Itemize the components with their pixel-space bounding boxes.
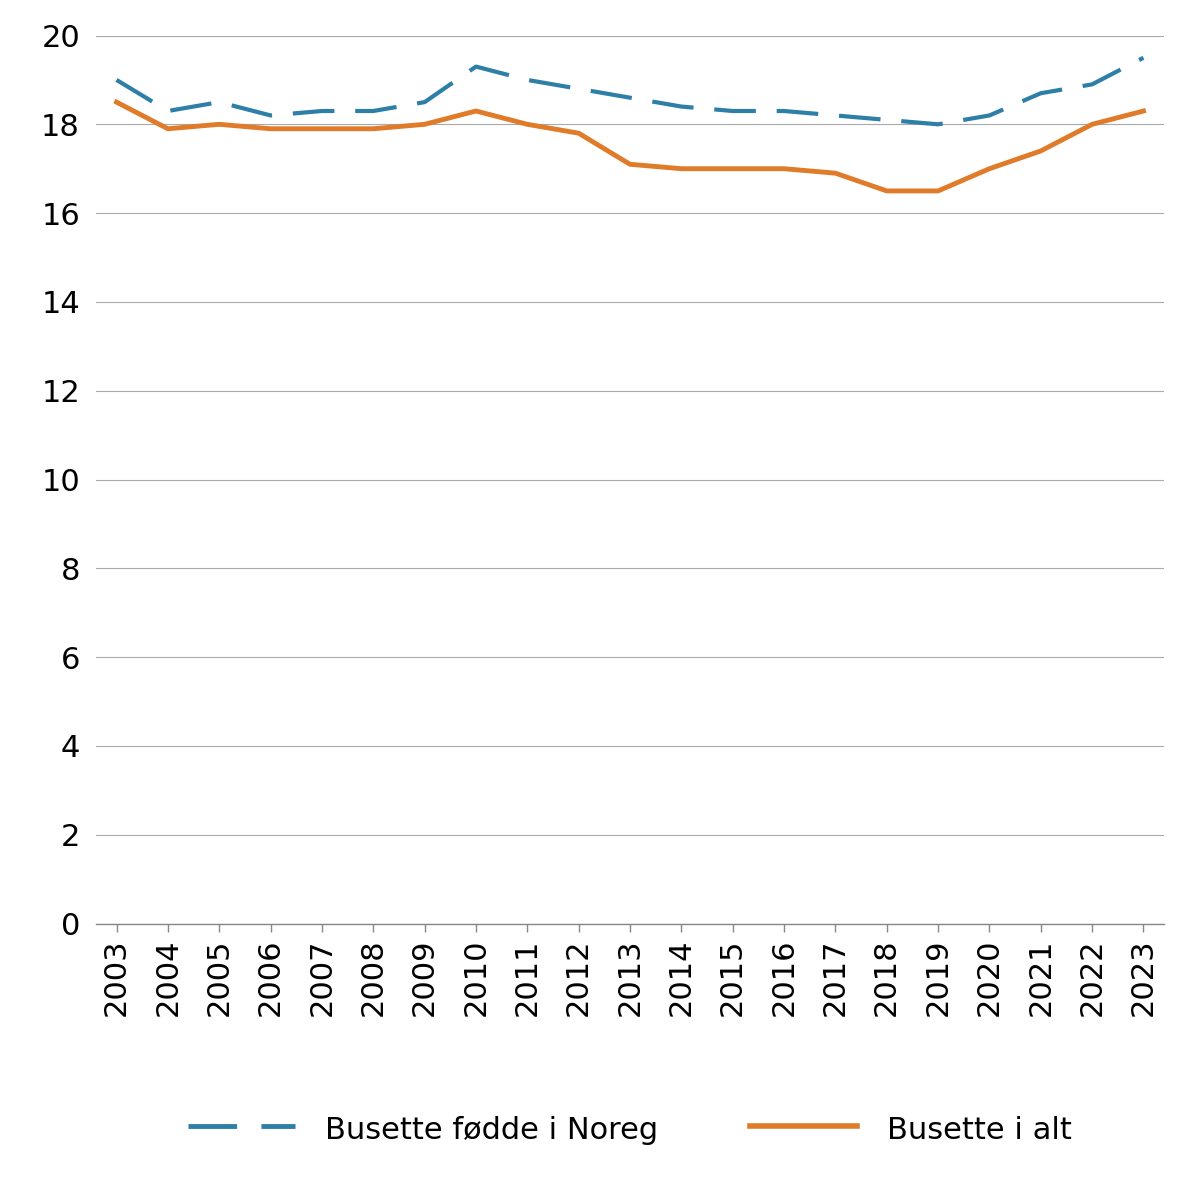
- Line: Busette fødde i Noreg: Busette fødde i Noreg: [116, 58, 1144, 124]
- Busette i alt: [1136, 104, 1151, 118]
- Line: Busette i alt: Busette i alt: [116, 102, 1144, 191]
- Busette i alt: [520, 117, 534, 131]
- Busette fødde i Noreg: [1085, 77, 1099, 91]
- Busette i alt: [109, 95, 124, 109]
- Busette fødde i Noreg: [1136, 51, 1151, 65]
- Busette i alt: [212, 117, 227, 131]
- Legend: Busette fødde i Noreg, Busette i alt: Busette fødde i Noreg, Busette i alt: [175, 1100, 1085, 1157]
- Busette i alt: [623, 157, 637, 172]
- Busette i alt: [1085, 117, 1099, 131]
- Busette i alt: [674, 161, 689, 175]
- Busette fødde i Noreg: [161, 104, 175, 118]
- Busette fødde i Noreg: [520, 72, 534, 86]
- Busette i alt: [880, 184, 894, 198]
- Busette i alt: [571, 126, 586, 140]
- Busette i alt: [314, 122, 329, 136]
- Busette fødde i Noreg: [931, 117, 946, 131]
- Busette i alt: [418, 117, 432, 131]
- Busette fødde i Noreg: [776, 104, 791, 118]
- Busette fødde i Noreg: [571, 82, 586, 96]
- Busette fødde i Noreg: [263, 109, 277, 123]
- Busette i alt: [726, 161, 740, 175]
- Busette fødde i Noreg: [366, 104, 380, 118]
- Busette fødde i Noreg: [314, 104, 329, 118]
- Busette fødde i Noreg: [469, 59, 484, 73]
- Busette fødde i Noreg: [418, 95, 432, 109]
- Busette i alt: [828, 166, 842, 180]
- Busette fødde i Noreg: [1033, 86, 1048, 101]
- Busette fødde i Noreg: [726, 104, 740, 118]
- Busette fødde i Noreg: [109, 72, 124, 86]
- Busette fødde i Noreg: [983, 109, 997, 123]
- Busette i alt: [776, 161, 791, 175]
- Busette i alt: [469, 104, 484, 118]
- Busette i alt: [983, 161, 997, 175]
- Busette fødde i Noreg: [828, 109, 842, 123]
- Busette fødde i Noreg: [623, 90, 637, 104]
- Busette i alt: [1033, 143, 1048, 157]
- Busette i alt: [263, 122, 277, 136]
- Busette fødde i Noreg: [212, 95, 227, 109]
- Busette fødde i Noreg: [880, 112, 894, 127]
- Busette fødde i Noreg: [674, 99, 689, 114]
- Busette i alt: [366, 122, 380, 136]
- Busette i alt: [161, 122, 175, 136]
- Busette i alt: [931, 184, 946, 198]
